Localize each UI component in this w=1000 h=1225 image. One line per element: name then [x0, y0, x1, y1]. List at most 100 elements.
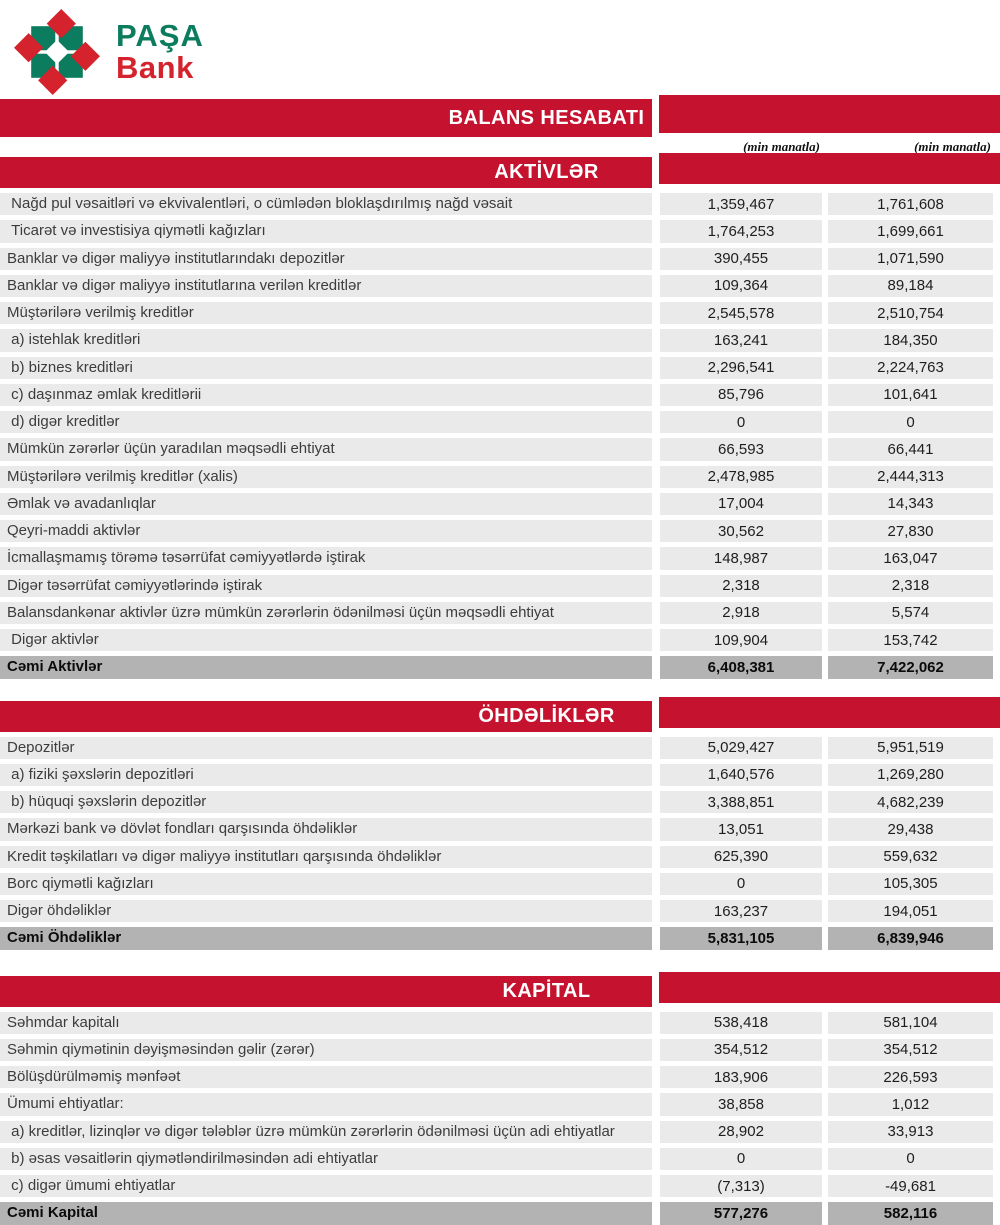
row-label: Digər təsərrüfat cəmiyyətlərində iştirak: [0, 574, 652, 597]
row-value-col1: (7,313): [660, 1175, 822, 1198]
table-row: Qeyri-maddi aktivlər 30,562 27,830: [0, 520, 1000, 543]
row-value-col1: 109,364: [660, 274, 822, 297]
section-heading: AKTİVLƏR: [494, 161, 599, 183]
heading-bar-left-segment: [0, 700, 652, 732]
row-value-col2: 14,343: [828, 492, 993, 515]
row-value-col1: 1,640,576: [660, 763, 822, 786]
report-title-bar: BALANS HESABATI: [0, 95, 1000, 137]
row-label: a) istehlak kreditləri: [0, 329, 652, 352]
row-label: b) hüquqi şəxslərin depozitlər: [0, 791, 652, 814]
row-value-col2: 105,305: [828, 872, 993, 895]
row-label: b) biznes kreditləri: [0, 356, 652, 379]
heading-bar-right-segment: [659, 696, 1000, 728]
row-label: Müştərilərə verilmiş kreditlər: [0, 302, 652, 325]
row-label: Ümumi ehtiyatlar:: [0, 1093, 652, 1116]
row-value-col1: 2,318: [660, 574, 822, 597]
section-rows: Nağd pul vəsaitləri və ekvivalentləri, o…: [0, 193, 1000, 679]
row-value-col1: 13,051: [660, 818, 822, 841]
row-value-col2: 1,071,590: [828, 247, 993, 270]
table-row: Müştərilərə verilmiş kreditlər 2,545,578…: [0, 302, 1000, 325]
table-row: c) digər ümumi ehtiyatlar (7,313) -49,68…: [0, 1175, 1000, 1198]
row-label: Digər öhdəliklər: [0, 900, 652, 923]
table-row: c) daşınmaz əmlak kreditlərii 85,796 101…: [0, 383, 1000, 406]
unit-label-col2: (min manatla): [914, 139, 991, 154]
row-label: c) digər ümumi ehtiyatlar: [0, 1175, 652, 1198]
row-value-col2: 6,839,946: [828, 927, 993, 950]
row-value-col1: 354,512: [660, 1038, 822, 1061]
row-value-col2: -49,681: [828, 1175, 993, 1198]
row-value-col2: 66,441: [828, 438, 993, 461]
row-label: Mərkəzi bank və dövlət fondları qarşısın…: [0, 818, 652, 841]
row-value-col1: 2,545,578: [660, 302, 822, 325]
column-gap: [652, 99, 659, 137]
unit-labels-row: (min manatla) (min manatla): [0, 137, 1000, 157]
section: ÖHDƏLİKLƏR Depozitlər 5,029,427 5,951,51…: [0, 696, 1000, 950]
table-row: Mərkəzi bank və dövlət fondları qarşısın…: [0, 818, 1000, 841]
heading-bar-right-segment: [659, 153, 1000, 184]
row-label: c) daşınmaz əmlak kreditlərii: [0, 383, 652, 406]
row-label: Qeyri-maddi aktivlər: [0, 520, 652, 543]
row-value-col1: 109,904: [660, 629, 822, 652]
row-value-col1: 5,831,105: [660, 927, 822, 950]
row-value-col2: 5,951,519: [828, 736, 993, 759]
row-value-col1: 1,764,253: [660, 220, 822, 243]
table-row: Banklar və digər maliyyə institutlarına …: [0, 274, 1000, 297]
title-bar-right-segment: [659, 95, 1000, 133]
table-row: d) digər kreditlər 0 0: [0, 411, 1000, 434]
table-row: Nağd pul vəsaitləri və ekvivalentləri, o…: [0, 193, 1000, 216]
row-value-col2: 184,350: [828, 329, 993, 352]
row-value-col1: 390,455: [660, 247, 822, 270]
row-value-col1: 0: [660, 1147, 822, 1170]
sections-container: AKTİVLƏR Nağd pul vəsaitləri və ekvivale…: [0, 153, 1000, 1225]
row-label: Kredit təşkilatları və digər maliyyə ins…: [0, 845, 652, 868]
row-value-col2: 1,012: [828, 1093, 993, 1116]
table-row: a) kreditlər, lizinqlər və digər tələblə…: [0, 1120, 1000, 1143]
row-value-col2: 582,116: [828, 1202, 993, 1225]
row-value-col1: 163,237: [660, 900, 822, 923]
logo-text-bank: Bank: [116, 50, 194, 85]
row-value-col1: 0: [660, 411, 822, 434]
table-row: a) istehlak kreditləri 163,241 184,350: [0, 329, 1000, 352]
row-value-col2: 2,510,754: [828, 302, 993, 325]
table-row: Banklar və digər maliyyə institutlarında…: [0, 247, 1000, 270]
row-value-col2: 1,699,661: [828, 220, 993, 243]
row-value-col2: 163,047: [828, 547, 993, 570]
row-label: a) kreditlər, lizinqlər və digər tələblə…: [0, 1120, 652, 1143]
row-label: a) fiziki şəxslərin depozitləri: [0, 763, 652, 786]
table-row: Digər öhdəliklər 163,237 194,051: [0, 900, 1000, 923]
row-value-col2: 1,269,280: [828, 763, 993, 786]
row-value-col2: 27,830: [828, 520, 993, 543]
table-row: a) fiziki şəxslərin depozitləri 1,640,57…: [0, 763, 1000, 786]
bank-wordmark: PAŞA Bank: [116, 20, 204, 83]
row-value-col2: 101,641: [828, 383, 993, 406]
column-gap: [652, 700, 659, 732]
table-row: b) hüquqi şəxslərin depozitlər 3,388,851…: [0, 791, 1000, 814]
row-value-col2: 194,051: [828, 900, 993, 923]
row-label: Bölüşdürülməmiş mənfəət: [0, 1066, 652, 1089]
row-value-col1: 3,388,851: [660, 791, 822, 814]
row-value-col1: 2,478,985: [660, 465, 822, 488]
row-label: Cəmi Öhdəliklər: [0, 927, 652, 950]
section-heading: KAPİTAL: [502, 979, 591, 1002]
row-label: Mümkün zərərlər üçün yaradılan məqsədli …: [0, 438, 652, 461]
row-label: d) digər kreditlər: [0, 411, 652, 434]
row-value-col1: 85,796: [660, 383, 822, 406]
table-row: Səhmdar kapitalı 538,418 581,104: [0, 1011, 1000, 1034]
table-row: Digər təsərrüfat cəmiyyətlərində iştirak…: [0, 574, 1000, 597]
row-label: Banklar və digər maliyyə institutlarında…: [0, 247, 652, 270]
title-bar-left-segment: [0, 99, 652, 137]
row-value-col2: 2,224,763: [828, 356, 993, 379]
row-value-col1: 38,858: [660, 1093, 822, 1116]
table-row: İcmallaşmamış törəmə təsərrüfat cəmiyyət…: [0, 547, 1000, 570]
column-gap: [652, 975, 659, 1007]
row-value-col2: 0: [828, 1147, 993, 1170]
row-value-col1: 183,906: [660, 1066, 822, 1089]
row-value-col1: 2,918: [660, 601, 822, 624]
table-row: Kredit təşkilatları və digər maliyyə ins…: [0, 845, 1000, 868]
row-value-col2: 5,574: [828, 601, 993, 624]
row-label: Balansdankənar aktivlər üzrə mümkün zərə…: [0, 601, 652, 624]
row-value-col1: 5,029,427: [660, 736, 822, 759]
row-label: Borc qiymətli kağızları: [0, 872, 652, 895]
row-value-col2: 7,422,062: [828, 656, 993, 679]
